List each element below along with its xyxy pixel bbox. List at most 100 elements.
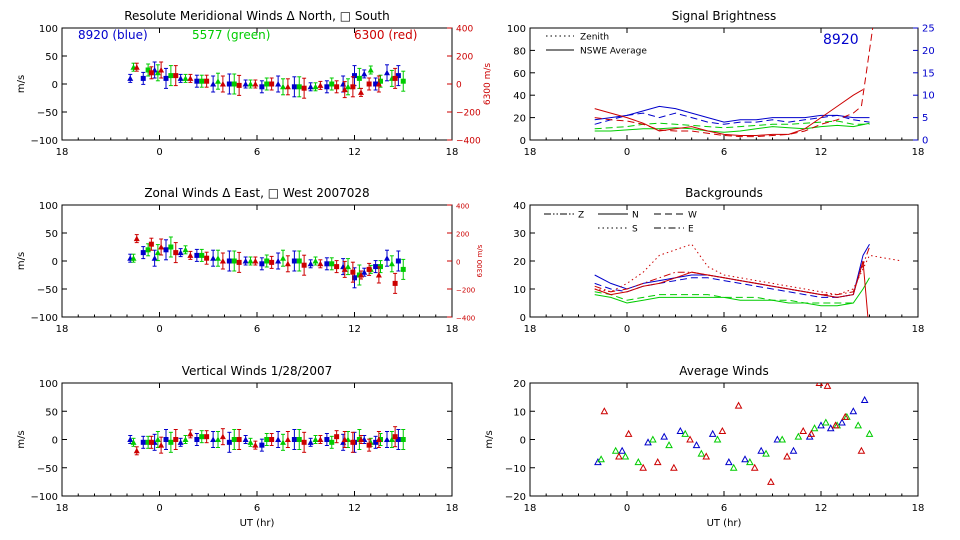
data-point (384, 69, 390, 76)
x-tick-label: 12 (815, 503, 828, 514)
data-point (857, 446, 866, 454)
data-point (236, 259, 242, 265)
data-point (264, 258, 270, 264)
data-point (284, 436, 291, 442)
plot-area (127, 234, 406, 294)
data-point (210, 81, 217, 87)
y-tick-label: −20 (505, 492, 526, 503)
data-point (624, 429, 633, 437)
chart-average: Average Winds 18 0 6 12 18 20 10 0 −10 −20 m/s UT (h… (484, 364, 924, 529)
data-point (296, 258, 302, 264)
y-tick-label: −100 (31, 136, 58, 147)
data-point (163, 247, 169, 253)
data-point (301, 439, 307, 445)
right-y-tick-label: −400 (456, 315, 475, 323)
data-point (231, 258, 237, 264)
legend-label: S (632, 225, 638, 235)
data-point (697, 449, 706, 457)
data-point (130, 439, 137, 445)
data-point (392, 75, 398, 81)
data-point (168, 73, 174, 79)
x-tick-label: 12 (348, 503, 361, 514)
data-point (350, 439, 356, 445)
data-point (345, 263, 351, 270)
data-point (778, 435, 787, 443)
data-point (226, 439, 232, 445)
data-point (275, 258, 282, 264)
y-tick-label: 50 (45, 52, 58, 63)
data-point (384, 436, 390, 442)
data-point (392, 280, 398, 286)
data-point (148, 70, 154, 76)
data-point (148, 241, 154, 247)
data-point (312, 258, 319, 264)
right-y-tick-label: 0 (456, 81, 462, 91)
data-point (670, 463, 678, 471)
y-tick-label: 10 (513, 407, 526, 418)
data-point (151, 255, 158, 261)
data-point (275, 436, 282, 442)
data-point (269, 259, 275, 265)
data-point (173, 73, 179, 79)
data-point (163, 437, 169, 442)
chart-title: Zonal Winds Δ East, □ West 2007028 (144, 186, 369, 200)
legend-label: Zenith (580, 33, 609, 43)
data-point (366, 81, 372, 87)
data-point (133, 447, 140, 454)
y-tick-label: 10 (513, 285, 526, 296)
data-point (611, 446, 620, 454)
data-point (226, 258, 232, 264)
data-point (392, 434, 398, 440)
data-point (400, 78, 406, 84)
data-point (252, 258, 259, 264)
x-tick-label: 0 (156, 503, 162, 514)
legend-label: 5577 (green) (192, 28, 270, 42)
data-point (807, 429, 816, 437)
plot-area (594, 28, 874, 138)
data-point (231, 437, 237, 442)
data-point (750, 463, 759, 471)
data-point (653, 458, 662, 466)
data-point (284, 260, 291, 267)
data-point (215, 255, 221, 261)
data-point (767, 477, 775, 485)
y-tick-label: 0 (520, 136, 526, 147)
x-tick-label: 12 (815, 147, 828, 158)
data-point (168, 439, 174, 445)
y-tick-label: −100 (31, 313, 58, 324)
data-point (388, 260, 395, 267)
legend-label: N (632, 211, 639, 221)
data-point (187, 75, 194, 81)
data-point (154, 249, 161, 256)
plot-area (127, 426, 406, 456)
data-point (352, 275, 357, 281)
right-y-tick-label: 15 (922, 68, 935, 79)
data-point (312, 83, 319, 90)
data-point (729, 463, 738, 471)
data-point (158, 244, 165, 250)
right-y-tick-label: −200 (456, 109, 481, 119)
data-point (269, 437, 275, 442)
right-y-tick-label: 0 (922, 136, 928, 147)
y-tick-label: 20 (513, 114, 526, 125)
data-point (204, 255, 210, 261)
legend-label: E (688, 225, 694, 235)
data-point (718, 426, 727, 435)
data-point (317, 260, 324, 267)
data-point (621, 452, 630, 460)
data-point (194, 78, 200, 84)
data-point (350, 269, 356, 275)
series-line (594, 246, 870, 296)
data-point (158, 67, 165, 73)
data-point (247, 439, 254, 445)
data-point (145, 247, 151, 253)
x-tick-label: 18 (524, 147, 537, 158)
data-point (352, 73, 357, 79)
x-tick-label: 6 (254, 503, 260, 514)
data-point (345, 83, 351, 90)
y-tick-label: 0 (52, 257, 58, 268)
data-point (133, 64, 140, 70)
